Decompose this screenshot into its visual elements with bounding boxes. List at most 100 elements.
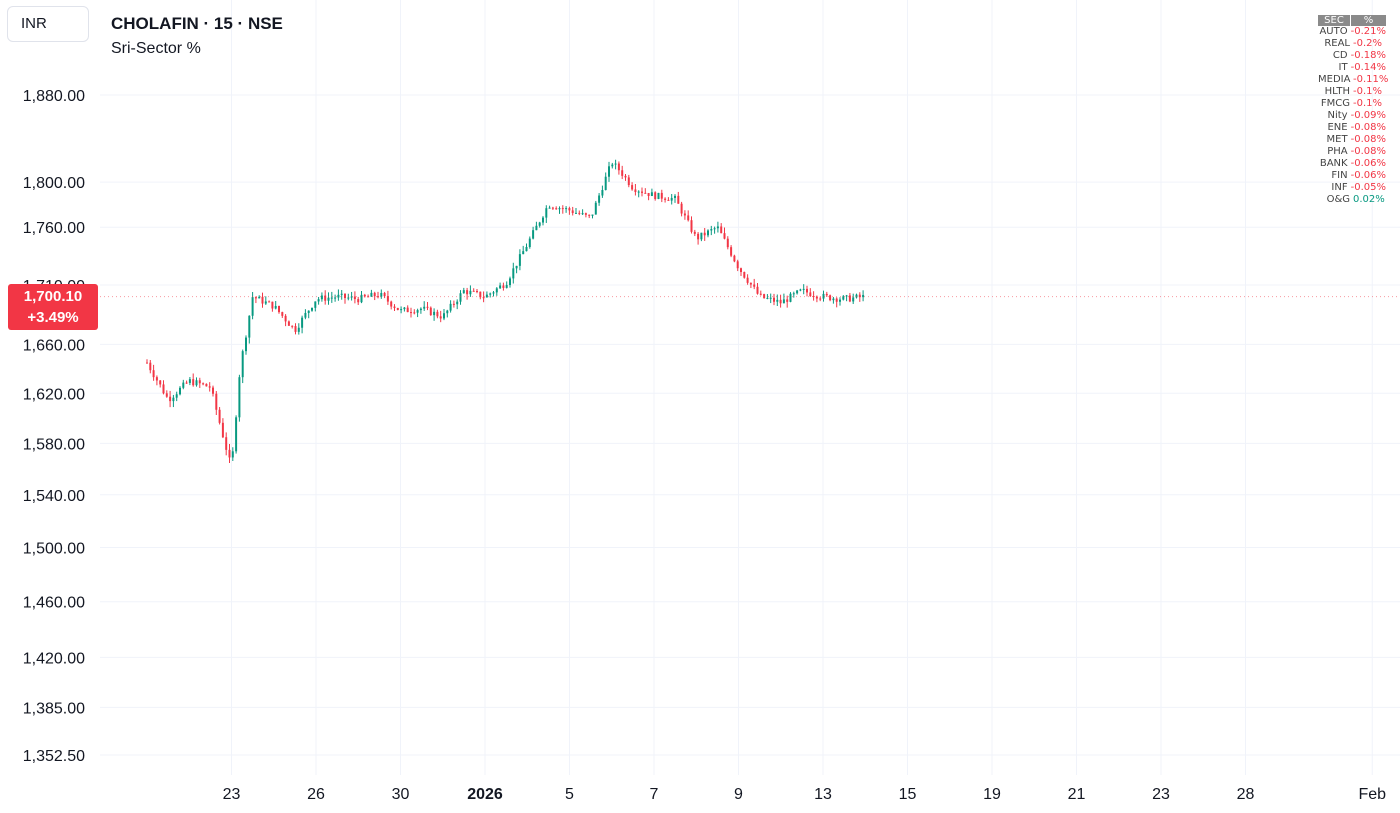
candle-body: [528, 238, 531, 248]
candle-body: [400, 309, 403, 311]
candle-body: [179, 387, 181, 395]
x-axis-tick-label: 30: [392, 786, 410, 803]
candle-body: [235, 417, 238, 452]
candle-body: [634, 189, 637, 192]
sector-value: -0.08%: [1350, 134, 1386, 145]
candle-body: [522, 251, 525, 255]
x-axis-tick-label: 23: [1152, 786, 1170, 803]
candle-body: [657, 192, 660, 199]
candle-body: [324, 295, 327, 301]
candle-body: [730, 247, 733, 256]
candle-body: [274, 305, 277, 309]
candle-body: [452, 303, 455, 305]
candle-body: [386, 296, 389, 302]
candle-body: [769, 297, 772, 299]
candle-body: [551, 207, 554, 209]
candle-body: [495, 288, 498, 293]
candle-body: [561, 208, 564, 210]
candle-body: [373, 292, 376, 297]
candle-body: [509, 278, 511, 286]
candle-body: [215, 393, 218, 410]
x-axis-tick-label: 5: [565, 786, 574, 803]
candle-body: [584, 213, 587, 215]
y-axis-tick-label: 1,420.00: [23, 650, 85, 667]
chart-legend-title[interactable]: CHOLAFIN · 15 · NSE: [111, 14, 283, 33]
candle-body: [304, 312, 307, 318]
candle-body: [723, 233, 726, 239]
candle-body: [198, 380, 201, 384]
sector-value: -0.1%: [1353, 86, 1383, 97]
candle-body: [611, 164, 614, 167]
candle-body: [650, 192, 653, 197]
indicator-legend-label[interactable]: Sri-Sector %: [111, 40, 201, 57]
sector-row: INF -0.05%: [1318, 182, 1386, 194]
y-axis-tick-label: 1,760.00: [23, 220, 85, 237]
candle-body: [647, 193, 650, 197]
candle-body: [146, 362, 148, 364]
candle-body: [697, 233, 700, 240]
candle-body: [518, 254, 521, 266]
candle-body: [353, 296, 356, 300]
candle-body: [799, 289, 802, 291]
sector-row: FIN -0.06%: [1318, 170, 1386, 182]
sector-name: MET: [1326, 134, 1348, 145]
candle-body: [839, 299, 841, 302]
candle-body: [429, 307, 432, 316]
candle-body: [845, 295, 848, 297]
candle-body: [350, 296, 353, 298]
candle-body: [281, 312, 284, 316]
candle-body: [680, 203, 683, 214]
candle-body: [182, 382, 185, 388]
candle-body: [363, 294, 366, 297]
candle-body: [538, 222, 541, 226]
candle-body: [202, 383, 205, 385]
candle-body: [806, 288, 808, 293]
candle-body: [825, 293, 828, 296]
sector-name: HLTH: [1324, 86, 1350, 97]
candle-body: [598, 195, 601, 203]
candle-body: [149, 362, 152, 371]
candle-body: [264, 301, 267, 304]
sector-row: ENE -0.08%: [1318, 122, 1386, 134]
candle-body: [710, 229, 713, 231]
candle-body: [390, 301, 393, 307]
sector-name: Nity: [1327, 110, 1348, 121]
candle-body: [462, 290, 465, 294]
candle-body: [693, 231, 696, 234]
candle-body: [221, 422, 224, 438]
candle-body: [809, 292, 812, 297]
candle-body: [545, 208, 548, 218]
candle-body: [759, 293, 762, 295]
candle-body: [337, 294, 340, 298]
candle-body: [687, 215, 690, 221]
candle-body: [617, 163, 620, 171]
candle-body: [347, 297, 350, 299]
x-axis-tick-label: 19: [983, 786, 1001, 803]
candle-body: [360, 294, 363, 303]
candle-body: [241, 351, 244, 378]
candle-body: [674, 195, 676, 198]
currency-selector-button[interactable]: INR: [7, 6, 89, 42]
sector-name: REAL: [1324, 38, 1350, 49]
candle-body: [502, 285, 505, 288]
candle-body: [703, 232, 706, 236]
candle-body: [410, 312, 412, 314]
candle-body: [248, 315, 251, 338]
sector-value: -0.11%: [1353, 74, 1389, 85]
candle-body: [499, 285, 502, 289]
candle-body: [855, 294, 858, 298]
candle-body: [301, 317, 304, 328]
candle-body: [568, 208, 571, 211]
candle-body: [819, 298, 822, 300]
sector-value: -0.05%: [1350, 182, 1386, 193]
sector-value: -0.06%: [1350, 158, 1386, 169]
candle-body: [713, 228, 716, 230]
candle-body: [271, 301, 274, 309]
candle-body: [469, 290, 472, 295]
candle-body: [426, 306, 429, 308]
candle-body: [740, 268, 742, 273]
sector-value: -0.08%: [1350, 122, 1386, 133]
sector-row: IT -0.14%: [1318, 62, 1386, 74]
sector-name: AUTO: [1319, 26, 1348, 37]
